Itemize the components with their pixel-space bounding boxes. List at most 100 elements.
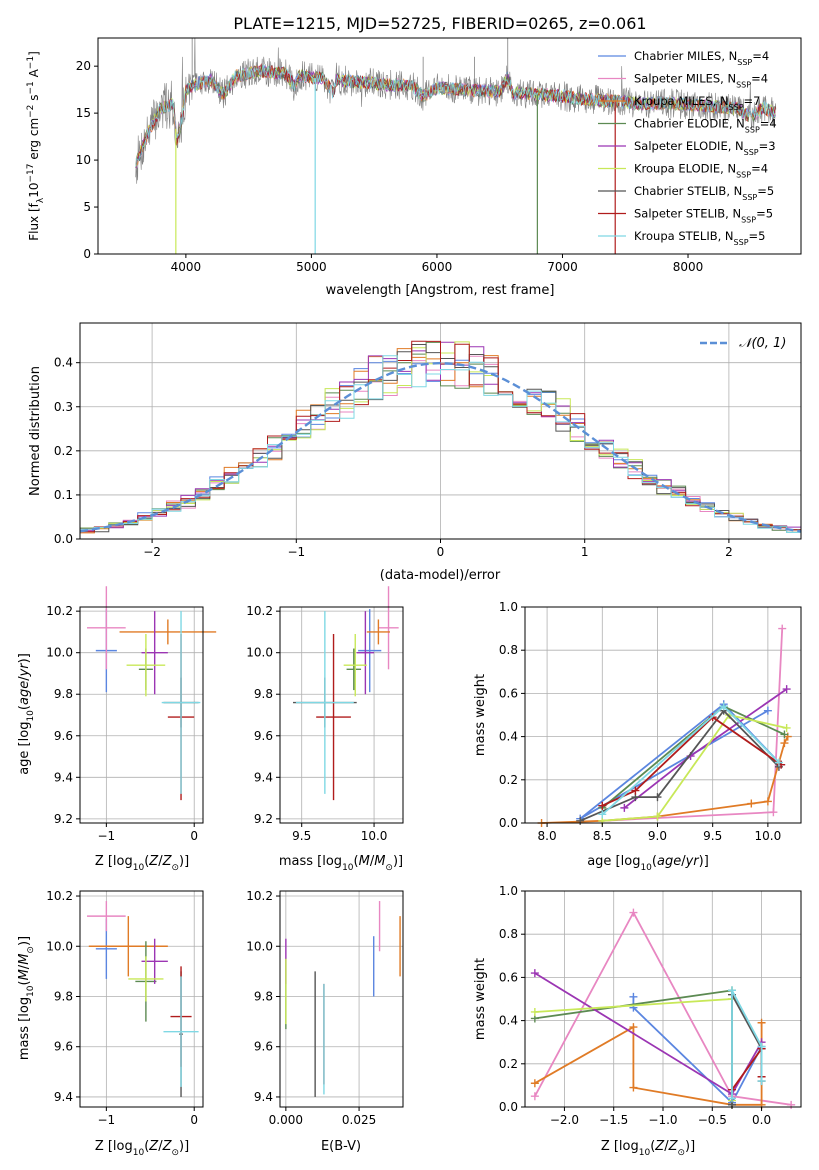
legend-label: Chabrier STELIB, NSSP=5 bbox=[634, 184, 774, 202]
axes-frame bbox=[97, 37, 802, 255]
legend-subscript: SSP bbox=[744, 148, 759, 157]
weight-marker bbox=[530, 1092, 539, 1101]
legend-label: Salpeter MILES, NSSP=4 bbox=[634, 72, 768, 90]
y-tick-label: 9.6 bbox=[54, 729, 73, 743]
histogram-panel: −2 −1 0 1 2 0.0 0.1 0.2 0.3 0.4 𝒩(0, 1) bbox=[54, 322, 802, 559]
y-tick-label: 0.4 bbox=[499, 1014, 518, 1028]
y-tick-label: 0.0 bbox=[499, 816, 518, 830]
legend-subscript: SSP bbox=[745, 125, 760, 134]
x-tick-label: 9.5 bbox=[292, 829, 311, 843]
weight-vs-metallicity-panel: −2.0 −1.5 −1.0 −0.5 0.0 0.0 0.2 0.4 0.6 0.8 1.0 bbox=[499, 884, 802, 1127]
x-tick-label: −1 bbox=[287, 545, 305, 559]
histogram-series bbox=[80, 355, 801, 536]
axes-frame bbox=[79, 890, 204, 1108]
y-tick-label: 10.2 bbox=[46, 604, 73, 618]
age-vs-mass-panel: 9.5 10.0 9.2 9.4 9.6 9.8 10.0 10.2 bbox=[246, 586, 404, 843]
y-tick-label: 9.6 bbox=[254, 1040, 273, 1054]
mZ-xlabel: Z [log10(Z/Z⊙)] bbox=[95, 1139, 189, 1158]
y-tick-label: 0.2 bbox=[54, 444, 73, 458]
weight-marker bbox=[598, 810, 607, 819]
y-tick-label: 10.2 bbox=[46, 889, 73, 903]
y-tick-label: 5 bbox=[83, 200, 91, 214]
weight-marker bbox=[530, 1007, 539, 1016]
x-tick-label: 0 bbox=[437, 545, 445, 559]
legend-subscript: SSP bbox=[741, 215, 756, 224]
legend-subscript: SSP bbox=[736, 80, 751, 89]
y-tick-label: 0.8 bbox=[499, 927, 518, 941]
spectrum-panel: 4000 5000 6000 7000 8000 0 5 10 15 20 Chabrier MIL… bbox=[76, 37, 802, 274]
x-tick-label: 8000 bbox=[673, 260, 704, 274]
y-tick-label: 0.3 bbox=[54, 400, 73, 414]
weight-marker bbox=[757, 1018, 766, 1027]
y-tick-label: 0.0 bbox=[54, 532, 73, 546]
weight-line bbox=[731, 1045, 763, 1091]
y-tick-label: 0.6 bbox=[499, 970, 518, 984]
y-tick-label: 9.2 bbox=[254, 812, 273, 826]
weight-vs-age-panel: 8.0 8.5 9.0 9.5 10.0 0.0 0.2 0.4 0.6 0.8 1.0 bbox=[499, 600, 802, 843]
y-tick-label: 0.1 bbox=[54, 488, 73, 502]
y-tick-label: 10.0 bbox=[46, 646, 73, 660]
legend-tail: =4 bbox=[752, 49, 769, 63]
weight-marker bbox=[757, 1077, 766, 1086]
y-tick-label: 1.0 bbox=[499, 884, 518, 898]
legend-tail: =7 bbox=[744, 94, 761, 108]
weight-marker bbox=[629, 908, 638, 917]
weight-marker bbox=[778, 624, 787, 633]
axes-frame bbox=[279, 890, 404, 1108]
legend-tail: =4 bbox=[751, 162, 768, 176]
weight-marker bbox=[629, 992, 638, 1001]
weight-marker bbox=[598, 801, 607, 810]
weight-marker bbox=[769, 808, 778, 817]
legend-tail: =4 bbox=[760, 117, 777, 131]
x-tick-label: 2 bbox=[725, 545, 733, 559]
weight-marker bbox=[763, 706, 772, 715]
y-tick-label: 0.6 bbox=[499, 686, 518, 700]
y-tick-label: 10.2 bbox=[246, 604, 273, 618]
y-tick-label: 9.6 bbox=[54, 1040, 73, 1054]
y-tick-label: 0.4 bbox=[499, 730, 518, 744]
weight-marker bbox=[774, 758, 783, 767]
weight-line bbox=[601, 705, 780, 816]
weight-marker bbox=[653, 812, 662, 821]
y-tick-label: 9.6 bbox=[254, 729, 273, 743]
x-tick-label: −1 bbox=[98, 829, 116, 843]
histogram-xlabel: (data-model)/error bbox=[380, 568, 501, 583]
x-tick-label: 0.0 bbox=[752, 1113, 771, 1127]
y-tick-label: 9.4 bbox=[254, 1090, 273, 1104]
x-tick-label: 9.5 bbox=[703, 829, 722, 843]
y-tick-label: 0.2 bbox=[499, 773, 518, 787]
legend-tail: =5 bbox=[757, 184, 774, 198]
x-tick-label: 6000 bbox=[422, 260, 453, 274]
legend-label: 𝒩(0, 1) bbox=[739, 336, 786, 351]
weight-marker bbox=[780, 730, 789, 739]
wAge-ylabel: mass weight bbox=[473, 674, 488, 756]
weight-marker bbox=[787, 1100, 796, 1109]
wZ-ylabel: mass weight bbox=[473, 958, 488, 1040]
ageZ-xlabel: Z [log10(Z/Z⊙)] bbox=[95, 854, 189, 873]
wZ-xlabel: Z [log10(Z/Z⊙)] bbox=[601, 1139, 695, 1158]
x-tick-label: −2 bbox=[143, 545, 161, 559]
x-tick-label: 10.0 bbox=[755, 829, 782, 843]
x-tick-label: 8.0 bbox=[538, 829, 557, 843]
weight-line bbox=[534, 1022, 763, 1106]
y-tick-label: 10.0 bbox=[246, 646, 273, 660]
weight-marker bbox=[782, 723, 791, 732]
x-tick-label: 8.5 bbox=[593, 829, 612, 843]
y-tick-label: 20 bbox=[76, 59, 91, 73]
mE-xlabel: E(B-V) bbox=[321, 1139, 361, 1154]
legend-label: Chabrier ELODIE, NSSP=4 bbox=[634, 117, 777, 135]
y-tick-label: 0 bbox=[83, 247, 91, 261]
spectrum-xlabel: wavelength [Angstrom, rest frame] bbox=[326, 283, 555, 298]
ageZ-ylabel: age [log10(age/yr)] bbox=[17, 653, 36, 775]
mass-vs-ebv-panel: 0.000 0.025 9.4 9.6 9.8 10.0 10.2 bbox=[246, 889, 404, 1127]
y-tick-label: 9.4 bbox=[254, 770, 273, 784]
histogram-steps bbox=[80, 340, 801, 536]
weight-marker bbox=[728, 986, 736, 995]
x-tick-label: 10.0 bbox=[361, 829, 388, 843]
spectrum-ylabel: Flux [fλ10−17 erg cm−2 s−1 A−1] bbox=[26, 51, 46, 241]
weight-line bbox=[731, 989, 763, 1099]
legend-label: Kroupa STELIB, NSSP=5 bbox=[634, 229, 765, 247]
weight-line bbox=[602, 628, 784, 822]
legend-tail: =5 bbox=[749, 229, 766, 243]
y-tick-label: 9.8 bbox=[54, 989, 73, 1003]
